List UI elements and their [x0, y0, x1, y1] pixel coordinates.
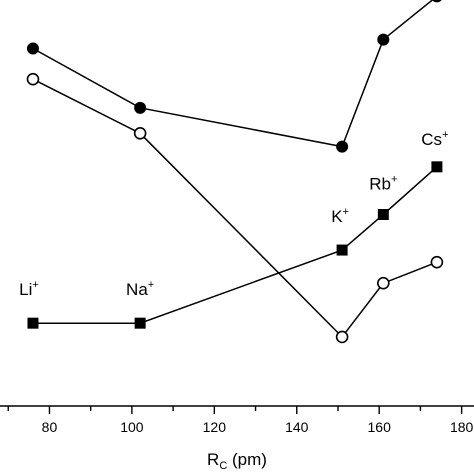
x-tick-label: 100 [120, 419, 144, 435]
x-axis: 80 100 120 140 160 180 [0, 405, 474, 435]
x-tick-label: 140 [285, 419, 309, 435]
series-line-open-circle [32, 78, 438, 339]
x-axis-title-main: R [207, 450, 219, 469]
plot-series [26, 0, 444, 344]
data-point-filled-circle [134, 101, 147, 114]
x-tick-label: 180 [450, 419, 474, 435]
ion-symbol: Cs [421, 130, 442, 149]
ion-symbol: Li [19, 280, 32, 299]
ion-label-k: K+ [331, 206, 349, 226]
x-axis-title-subscript: C [219, 460, 227, 472]
data-point-filled-circle [432, 0, 442, 3]
ion-label-rb: Rb+ [369, 174, 397, 194]
data-point-square [27, 317, 39, 329]
series-line-filled-circle [32, 0, 434, 148]
ion-label-li: Li+ [19, 279, 39, 299]
data-point-filled-circle [377, 33, 390, 46]
ion-symbol: K [331, 207, 343, 226]
ion-symbol: Rb [369, 175, 391, 194]
ion-charge: + [343, 206, 349, 218]
x-axis-title: RC (pm) [207, 450, 267, 472]
ion-label-cs: Cs+ [421, 129, 448, 149]
x-axis-title-unit: (pm) [227, 450, 267, 469]
ion-label-na: Na+ [126, 279, 154, 299]
series-filled-circle [26, 0, 442, 153]
series-open-circle [26, 72, 444, 344]
x-tick-label: 80 [42, 419, 58, 435]
series-filled-square [27, 161, 443, 329]
data-point-square [134, 317, 146, 329]
ion-charge: + [32, 279, 38, 291]
data-point-open-circle [430, 255, 444, 269]
data-point-square [431, 161, 443, 173]
data-point-square [377, 209, 389, 221]
data-point-open-circle [26, 72, 40, 86]
data-point-square [336, 244, 348, 256]
x-tick-label: 160 [368, 419, 392, 435]
data-point-filled-circle [26, 42, 39, 55]
data-point-open-circle [133, 127, 147, 140]
point-labels: Li+ Na+K+Rb+Cs+ [19, 129, 448, 299]
ion-symbol: Na [126, 280, 148, 299]
ion-charge: + [442, 129, 448, 141]
data-point-open-circle [377, 276, 390, 290]
data-point-open-circle [335, 330, 349, 344]
ion-charge: + [391, 174, 397, 186]
data-point-filled-circle [336, 140, 349, 153]
ion-charge: + [148, 279, 154, 291]
x-tick-label: 120 [203, 419, 227, 435]
